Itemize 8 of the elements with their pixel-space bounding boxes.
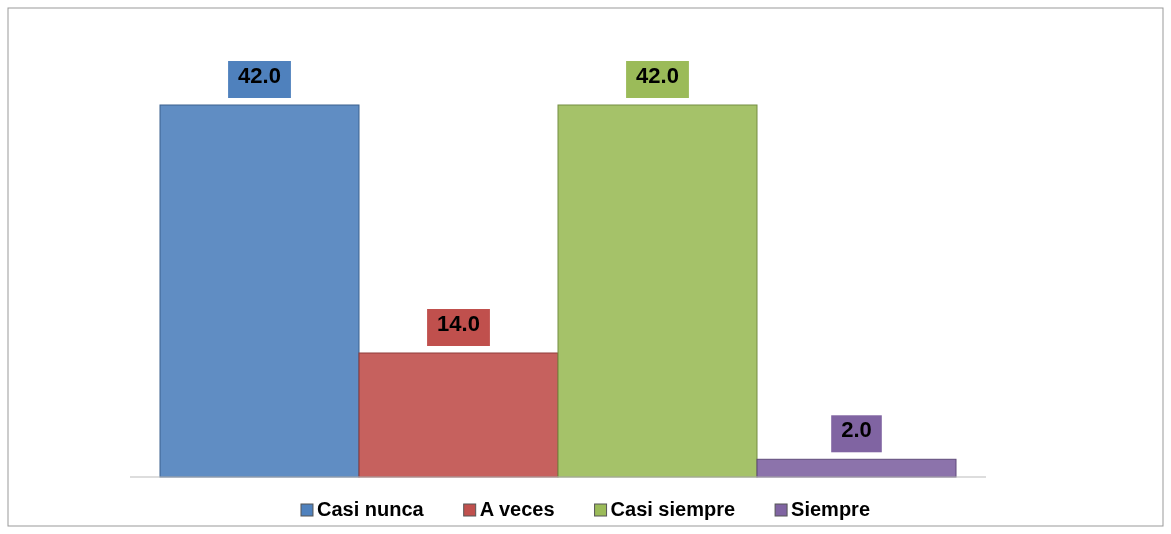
legend-label: Casi nunca — [316, 498, 425, 520]
legend-label: Casi siempre — [610, 498, 736, 520]
data-label: 42.0 — [636, 63, 679, 88]
data-label: 14.0 — [437, 311, 480, 336]
data-label: 2.0 — [841, 417, 872, 443]
legend-label: Siempre — [791, 498, 871, 520]
data-label: 42.0 — [238, 63, 281, 88]
legend-label: A veces — [479, 498, 555, 520]
